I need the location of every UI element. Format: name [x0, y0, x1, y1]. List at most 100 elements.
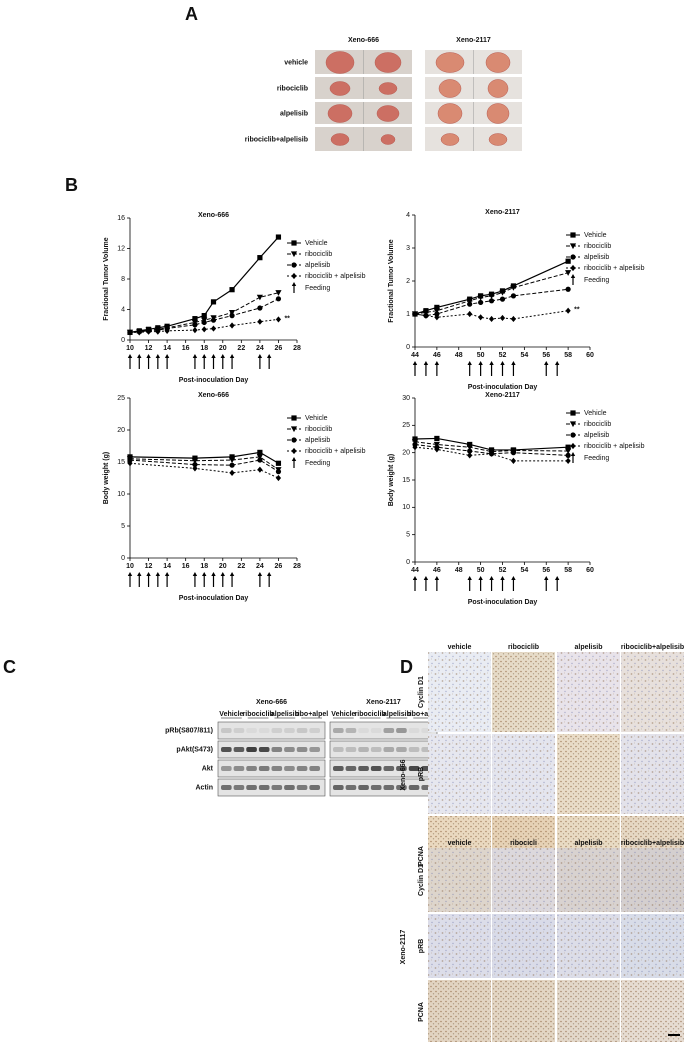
- feeding-arrow: [192, 354, 198, 369]
- arrow-head: [500, 576, 505, 580]
- marker: [229, 287, 235, 293]
- arrow-head: [127, 572, 133, 576]
- arrow-head: [554, 361, 560, 365]
- marker: [565, 307, 571, 314]
- group-header: Xeno-666: [256, 699, 287, 706]
- arrow-head: [554, 576, 560, 580]
- marker: [201, 313, 207, 319]
- tumor: [486, 103, 510, 124]
- x-tick-label: 44: [411, 567, 419, 574]
- blot-band: [246, 766, 257, 771]
- arrow-head: [137, 572, 142, 576]
- blot-band: [396, 728, 407, 733]
- blot-band: [383, 785, 395, 790]
- ihc-texture: [621, 914, 684, 978]
- x-tick-label: 18: [200, 345, 208, 352]
- y-axis-label: Fractional Tumor Volume: [103, 237, 110, 320]
- legend-label: alpelisib: [584, 432, 609, 439]
- x-tick-label: 10: [126, 345, 134, 352]
- feeding-arrow: [220, 354, 225, 369]
- x-tick-label: 16: [182, 345, 190, 352]
- marker: [488, 450, 495, 457]
- x-tick-label: 28: [293, 345, 301, 352]
- blot-band: [221, 785, 232, 790]
- feeding-arrow: [211, 572, 216, 587]
- marker: [565, 452, 571, 458]
- legend-marker: [570, 254, 576, 260]
- line-chart: Xeno-2117 0 5 10 15 20 25 30 44 46 48 50 52 54 56 58 60 B…: [388, 392, 645, 606]
- blot-band: [296, 766, 308, 771]
- ihc-texture: [621, 848, 684, 912]
- blot-band: [345, 766, 357, 771]
- blot-band: [246, 747, 257, 752]
- feeding-arrow: [266, 354, 272, 369]
- series-line: [129, 462, 279, 479]
- blot-band: [258, 785, 270, 790]
- blot-band: [333, 747, 344, 752]
- blot-band: [221, 747, 232, 752]
- blot-band: [333, 728, 344, 733]
- blot-band: [246, 785, 257, 790]
- blot-band: [296, 728, 308, 733]
- x-tick-label: 14: [163, 563, 171, 570]
- feeding-arrow: [544, 576, 549, 591]
- marker: [256, 294, 263, 301]
- x-tick-label: 58: [564, 567, 572, 574]
- chart-title: Xeno-2117: [485, 209, 520, 216]
- blot-band: [370, 747, 382, 752]
- feeding-arrow: [257, 572, 263, 587]
- marker: [275, 234, 282, 240]
- annotation: **: [284, 315, 290, 322]
- series-line: [129, 298, 279, 333]
- marker: [433, 308, 440, 314]
- feeding-arrow: [478, 576, 483, 591]
- arrow-head: [220, 572, 225, 576]
- row-label: Cyclin D1: [418, 676, 425, 708]
- annotation: **: [574, 307, 580, 314]
- ihc-texture: [621, 652, 684, 732]
- x-axis-label: Post-inoculation Day: [179, 595, 249, 602]
- arrow-head: [164, 354, 170, 358]
- y-tick-label: 15: [402, 477, 410, 484]
- panel-label: A: [185, 4, 198, 24]
- arrow-head: [412, 361, 418, 365]
- arrow-head: [192, 572, 198, 576]
- marker: [412, 444, 418, 451]
- x-tick-label: 20: [219, 345, 227, 352]
- marker: [499, 296, 506, 302]
- blot-band: [396, 747, 407, 752]
- marker: [201, 319, 207, 326]
- arrow-head: [211, 354, 216, 358]
- marker: [488, 315, 495, 323]
- y-tick-label: 5: [406, 532, 410, 539]
- marker: [257, 466, 263, 473]
- ihc-texture: [557, 914, 620, 978]
- row-label: PCNA: [418, 1002, 425, 1022]
- marker: [201, 326, 207, 333]
- x-tick-label: 46: [433, 352, 441, 359]
- feeding-arrow: [511, 361, 516, 376]
- blot-band: [358, 766, 369, 771]
- row-label: pRB: [418, 767, 425, 781]
- legend-marker: [291, 272, 297, 280]
- y-tick-label: 1: [406, 311, 410, 318]
- line-chart: Xeno-666 0 4 8 12 16 10 12 14 16 18 20 22 24 26 28 Fract…: [103, 212, 366, 384]
- ihc-texture: [428, 734, 491, 814]
- feeding-arrow: [257, 354, 263, 369]
- feeding-arrow: [423, 361, 429, 376]
- blot-band: [383, 728, 395, 733]
- blot-band: [345, 747, 357, 752]
- ihc-texture: [428, 980, 491, 1042]
- marker: [478, 299, 484, 306]
- marker: [257, 305, 263, 311]
- marker: [145, 328, 152, 335]
- blot-band: [258, 766, 270, 771]
- y-axis-label: Body weight (g): [103, 452, 110, 505]
- legend-marker: [290, 426, 298, 433]
- y-tick-label: 2: [406, 278, 410, 285]
- arrow-head: [291, 457, 297, 461]
- x-axis-label: Post-inoculation Day: [179, 377, 249, 384]
- marker: [192, 461, 198, 468]
- panel-a: A Xeno-666 Xeno-2117 vehicle ribociclib alpe…: [185, 4, 522, 151]
- tumor: [329, 81, 351, 96]
